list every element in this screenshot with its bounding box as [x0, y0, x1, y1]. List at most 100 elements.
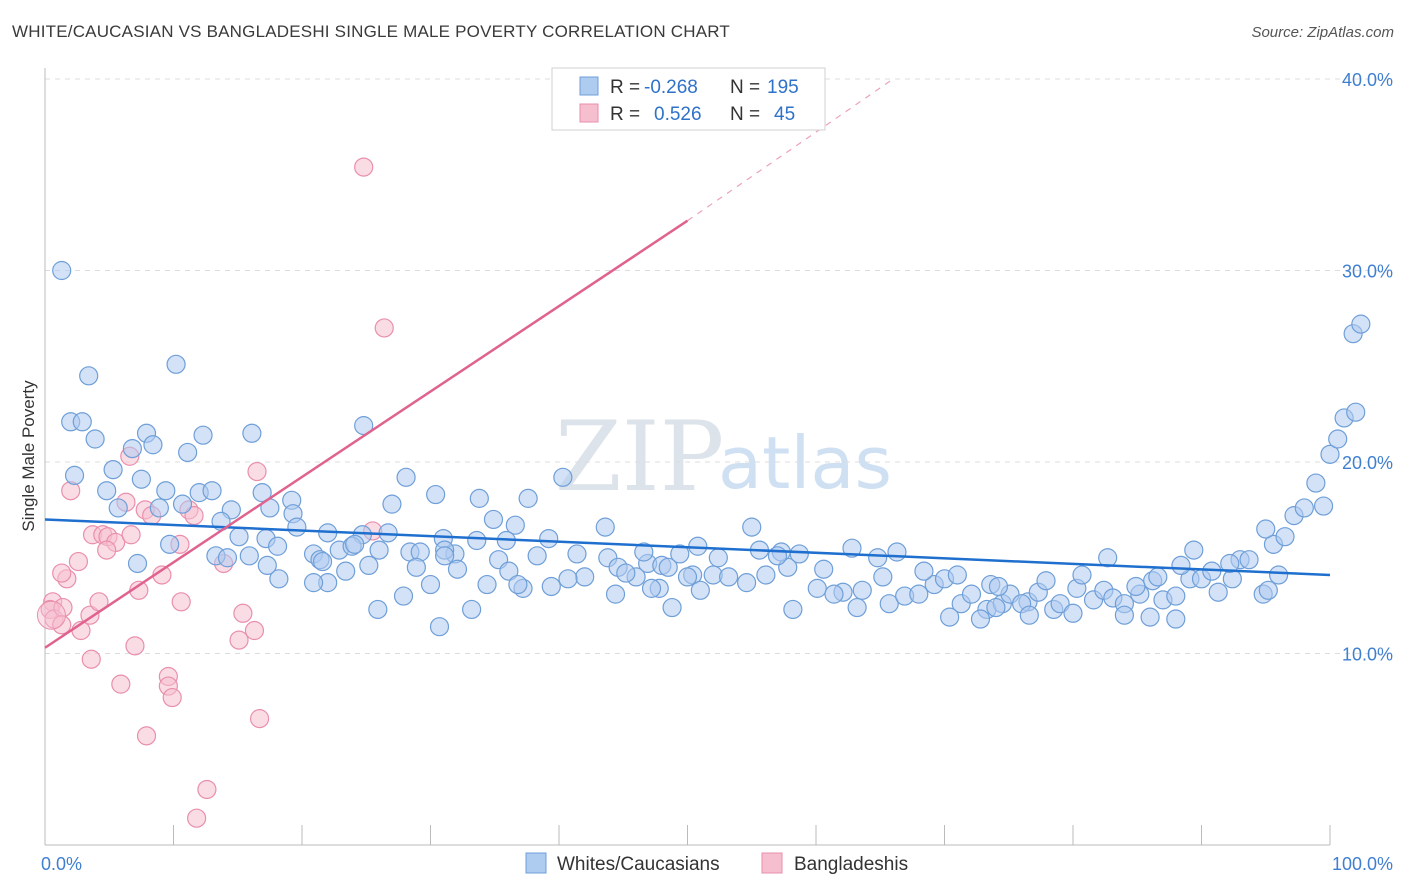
y-tick-label: 40.0% — [1342, 70, 1393, 90]
whites-point — [467, 530, 487, 551]
whites-point — [690, 580, 710, 600]
whites-point — [1050, 594, 1070, 614]
bottom-legend-swatch-whites — [525, 852, 547, 874]
bangladeshis-point — [249, 709, 270, 729]
whites-point — [1063, 603, 1083, 623]
watermark-zip: ZIP — [555, 401, 724, 513]
whites-point — [879, 594, 899, 614]
chart-title: WHITE/CAUCASIAN VS BANGLADESHI SINGLE MA… — [12, 22, 730, 41]
whites-point — [345, 534, 365, 554]
whites-points — [52, 260, 1371, 637]
whites-point — [303, 573, 324, 593]
whites-point — [719, 567, 739, 587]
y-tick-labels: 10.0% 20.0% 30.0% 40.0% — [1342, 70, 1393, 665]
whites-point — [52, 260, 72, 281]
bangladeshis-point — [197, 779, 217, 800]
whites-point — [527, 546, 547, 566]
trendlines — [44, 78, 1331, 649]
whites-point — [783, 599, 803, 620]
whites-point — [814, 559, 834, 579]
x-tick-label: 100.0% — [1332, 854, 1393, 874]
whites-point — [359, 555, 379, 576]
whites-point — [842, 538, 862, 558]
whites-point — [1072, 565, 1092, 585]
whites-point — [269, 569, 289, 589]
legend-r-label: R = — [610, 104, 640, 125]
series-legend: Whites/Caucasians Bangladeshis — [525, 852, 908, 875]
whites-point — [1148, 567, 1168, 587]
whites-point — [252, 483, 272, 503]
whites-point — [887, 542, 907, 562]
whites-point — [499, 561, 519, 581]
whites-point — [239, 546, 259, 566]
whites-point — [541, 576, 561, 597]
legend-n-value-bangladeshis: 45 — [774, 104, 795, 125]
watermark-atlas: atlas — [718, 421, 892, 505]
whites-point — [767, 546, 788, 566]
legend-n-value-whites: 195 — [767, 77, 799, 98]
whites-point — [789, 544, 809, 564]
legend-swatch-bangladeshis — [579, 103, 599, 123]
bottom-legend-swatch-bangladeshis — [761, 852, 783, 874]
whites-point — [737, 573, 757, 593]
bangladeshis-point — [184, 506, 204, 526]
whites-point — [108, 498, 128, 518]
whites-point — [1140, 607, 1160, 627]
whites-point — [914, 561, 934, 581]
bottom-legend-label-whites: Whites/Caucasians — [557, 854, 720, 875]
bangladeshis-point — [36, 600, 66, 630]
whites-point — [658, 557, 678, 577]
whites-point — [1239, 550, 1259, 570]
whites-point — [1208, 582, 1228, 602]
bangladeshis-point — [233, 603, 253, 623]
whites-point — [420, 574, 441, 595]
whites-point — [505, 515, 525, 535]
whites-point — [267, 536, 288, 556]
whites-point — [986, 597, 1006, 618]
whites-point — [312, 551, 333, 572]
bangladeshis-point — [52, 563, 72, 583]
whites-point — [1256, 519, 1276, 539]
whites-point — [1306, 473, 1326, 493]
x-tick-labels: 0.0% 100.0% — [41, 854, 1393, 874]
whites-point — [447, 559, 468, 579]
whites-point — [756, 565, 776, 585]
whites-point — [368, 599, 388, 620]
whites-point — [1114, 605, 1135, 625]
whites-point — [122, 438, 142, 459]
source-label: Source: ZipAtlas.com — [1251, 24, 1394, 41]
legend-n-label: N = — [730, 104, 760, 125]
whites-point — [807, 578, 827, 598]
whites-point — [961, 584, 982, 604]
whites-point — [1320, 444, 1340, 464]
bangladeshis-point — [111, 674, 131, 694]
bottom-legend-label-bangladeshis: Bangladeshis — [794, 854, 908, 875]
bangladeshis-trendline — [44, 219, 689, 649]
whites-point — [670, 544, 690, 564]
bangladeshis-point — [247, 461, 267, 482]
whites-point — [229, 527, 249, 547]
whites-point — [369, 540, 389, 560]
whites-point — [382, 494, 402, 514]
whites-point — [708, 548, 728, 568]
whites-point — [1184, 540, 1204, 560]
x-ticks — [44, 825, 1331, 845]
legend-r-label: R = — [610, 77, 640, 98]
whites-point — [396, 467, 416, 487]
whites-point — [677, 567, 698, 587]
whites-point — [149, 498, 169, 518]
legend-swatch-whites — [579, 76, 599, 96]
whites-point — [1098, 548, 1118, 568]
bangladeshis-trendline-extension — [687, 78, 894, 222]
whites-point — [518, 488, 538, 508]
whites-point — [1171, 555, 1191, 576]
whites-point — [909, 584, 929, 604]
whites-point — [103, 460, 123, 480]
whites-point — [508, 574, 528, 595]
bangladeshis-point — [354, 157, 374, 177]
whites-point — [616, 563, 636, 583]
whites-point — [1346, 402, 1366, 422]
whites-point — [1126, 576, 1146, 597]
bangladeshis-point — [121, 525, 141, 545]
whites-point — [202, 481, 222, 501]
